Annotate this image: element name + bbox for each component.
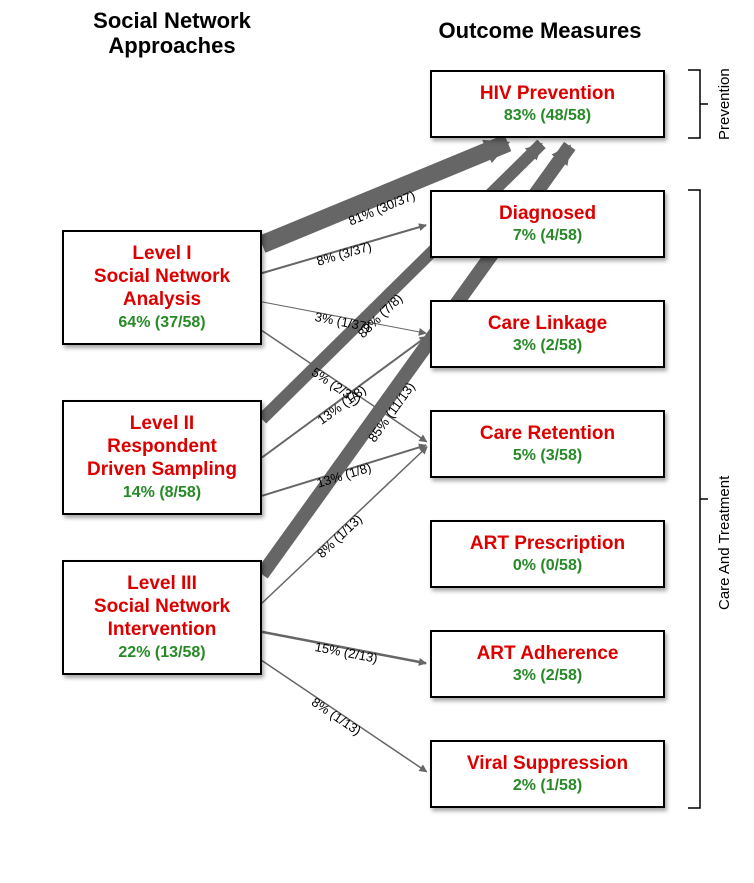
node-R2: Care Linkage3% (2/58) (430, 300, 665, 368)
node-pct-R5: 3% (2/58) (513, 667, 582, 685)
edge-label-L3-R6: 8% (1/13) (309, 694, 364, 738)
node-title-L1: Level ISocial NetworkAnalysis (94, 243, 230, 311)
node-title-R5: ART Adherence (477, 643, 619, 666)
node-R0: HIV Prevention83% (48/58) (430, 70, 665, 138)
header-left-text: Social NetworkApproaches (93, 8, 251, 58)
node-R6: Viral Suppression2% (1/58) (430, 740, 665, 808)
bracket-prevention-text: Prevention (716, 68, 733, 140)
bracket-label-care: Care And Treatment (716, 420, 733, 610)
edge-label-L3-R3: 8% (1/13) (314, 511, 365, 561)
edge-label-L2-R3: 13% (1/8) (315, 460, 373, 491)
bracket-care-text: Care And Treatment (716, 476, 733, 610)
edge-L2-R0 (262, 144, 542, 419)
node-title-R2: Care Linkage (488, 313, 607, 336)
bracket (688, 70, 700, 138)
diagram-container: Social NetworkApproaches Outcome Measure… (0, 0, 754, 883)
node-pct-R3: 5% (3/58) (513, 447, 582, 465)
node-pct-R2: 3% (2/58) (513, 337, 582, 355)
node-title-R1: Diagnosed (499, 203, 596, 226)
node-L3: Level IIISocial NetworkIntervention 22% (… (62, 560, 262, 675)
node-title-R3: Care Retention (480, 423, 615, 446)
node-L1: Level ISocial NetworkAnalysis 64% (37/58) (62, 230, 262, 345)
node-R3: Care Retention5% (3/58) (430, 410, 665, 478)
node-L2: Level IIRespondentDriven Sampling 14% (8/… (62, 400, 262, 515)
node-title-R0: HIV Prevention (480, 83, 615, 106)
node-pct-L2: 14% (8/58) (123, 484, 201, 502)
node-pct-R4: 0% (0/58) (513, 557, 582, 575)
node-pct-R1: 7% (4/58) (513, 227, 582, 245)
node-title-L3: Level IIISocial NetworkIntervention (94, 573, 230, 641)
header-right: Outcome Measures (400, 18, 680, 43)
edge-label-L2-R0: 88% (7/8) (355, 291, 406, 341)
node-pct-R0: 83% (48/58) (504, 107, 591, 125)
node-pct-L1: 64% (37/58) (118, 314, 205, 332)
edge-label-L3-R5: 15% (2/13) (313, 639, 378, 666)
header-left: Social NetworkApproaches (62, 8, 282, 59)
edge-label-L3-R0: 85% (11/13) (365, 380, 418, 445)
header-right-text: Outcome Measures (439, 18, 642, 43)
bracket-label-prevention: Prevention (716, 68, 733, 140)
node-title-R4: ART Prescription (470, 533, 625, 556)
node-title-R6: Viral Suppression (467, 753, 628, 776)
bracket (688, 190, 700, 808)
node-pct-R6: 2% (1/58) (513, 777, 582, 795)
node-pct-L3: 22% (13/58) (118, 644, 205, 662)
edge-label-L1-R0: 81% (30/37) (346, 188, 417, 229)
node-title-L2: Level IIRespondentDriven Sampling (87, 413, 237, 481)
edge-label-L1-R1: 8% (3/37) (315, 239, 373, 269)
node-R4: ART Prescription0% (0/58) (430, 520, 665, 588)
node-R5: ART Adherence3% (2/58) (430, 630, 665, 698)
node-R1: Diagnosed7% (4/58) (430, 190, 665, 258)
